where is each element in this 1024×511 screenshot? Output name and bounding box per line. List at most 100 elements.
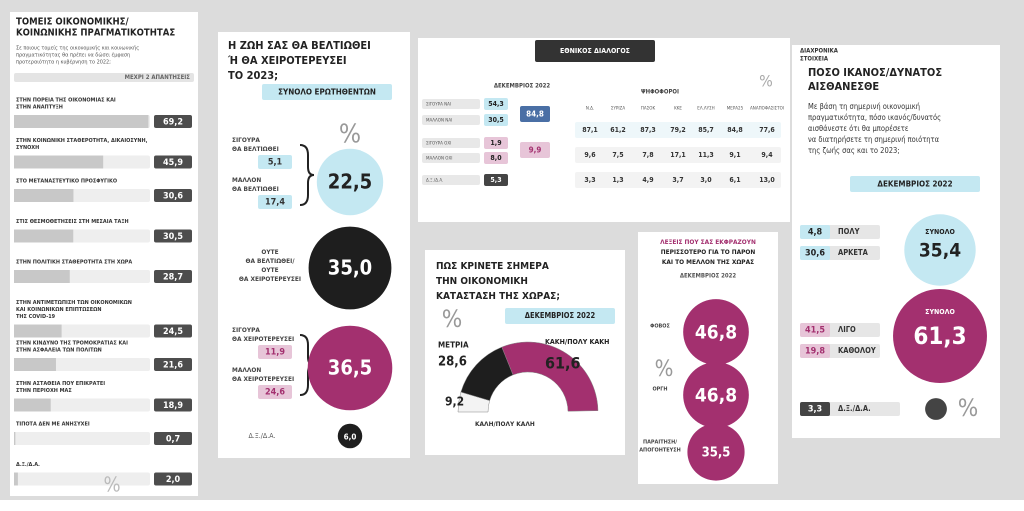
- label-box: [14, 73, 194, 82]
- label: ΠΕΡΙΣΣΟΤΕΡΟ ΓΙΑ ΤΟ ΠΑΡΟΝ: [661, 248, 756, 256]
- label: ΣΤΗΝ ΠΕΡΙΟΧΗ ΜΑΣ: [16, 388, 72, 394]
- label: ΦΟΒΟΣ: [650, 324, 670, 330]
- label-box: [800, 225, 830, 239]
- label-box: [575, 147, 781, 163]
- label: ΣΤΗΝ ΑΣΦΑΛΕΙΑ ΤΩΝ ΠΟΛΙΤΩΝ: [16, 348, 102, 354]
- value-label: 8,0: [490, 154, 502, 162]
- label: ΣΤΟΙΧΕΙΑ: [800, 56, 829, 63]
- value-label: 30,6: [163, 192, 183, 202]
- cell: 3,3: [584, 176, 595, 184]
- label-box: [422, 138, 480, 148]
- label: ΠΩΣ ΚΡΙΝΕΤΕ ΣΗΜΕΡΑ: [436, 261, 549, 272]
- label: ΑΡΚΕΤΑ: [838, 248, 869, 257]
- label-box: [258, 155, 292, 169]
- label: Η ΖΩΗ ΣΑΣ ΘΑ ΒΕΛΤΙΩΘΕΙ: [228, 39, 371, 52]
- value-label: 41,5: [805, 326, 825, 336]
- value-label: 28,6: [438, 355, 467, 370]
- value-label: 18,9: [163, 401, 183, 411]
- label: ΣΤΗΝ ΚΙΝΔΥΝΟ ΤΗΣ ΤΡΟΜΟΚΡΑΤΙΑΣ ΚΑΙ: [16, 341, 128, 347]
- label: ΘΑ ΧΕΙΡΟΤΕΡΕΥΣΕΙ: [232, 335, 294, 343]
- label: ΤΙΠΟΤΑ ΔΕΝ ΜΕ ΑΝΗΣΥΧΕΙ: [16, 422, 90, 428]
- bubble: [683, 299, 749, 365]
- cell: 85,7: [698, 126, 714, 134]
- value-label: 3,3: [808, 405, 822, 415]
- label: ΤΟΜΕΙΣ ΟΙΚΟΝΟΜΙΚΗΣ/: [16, 17, 129, 28]
- label: ΘΑ ΒΕΛΤΙΩΘΕΙ: [232, 145, 279, 153]
- label: ΠΟΛΥ: [838, 227, 860, 236]
- value-label: 19,8: [805, 347, 825, 357]
- label: ΘΑ ΒΕΛΤΙΩΘΕΙ: [232, 185, 279, 193]
- label: ΤΗΣ COVID-19: [16, 314, 56, 320]
- value-label: 46,8: [695, 385, 737, 407]
- label: ΣΤΟ ΜΕΤΑΝΑΣΤΕΥΤΙΚΟ ΠΡΟΣΦΥΓΙΚΟ: [16, 179, 117, 185]
- bar: [14, 115, 149, 128]
- cell: 87,3: [640, 126, 656, 134]
- bubble: [683, 362, 749, 428]
- label: ΣΙΓΟΥΡΑ ΝΑΙ: [426, 102, 451, 108]
- label-box: [800, 323, 830, 337]
- label-box: [262, 84, 392, 100]
- label: ΚΑΙ ΤΟ ΜΕΛΛΟΝ ΤΗΣ ΧΩΡΑΣ: [662, 258, 754, 266]
- label: ΣΙΓΟΥΡΑ: [232, 326, 260, 334]
- label: ΣΤΙΣ ΘΕΣΜΟΘΕΤΗΣΕΙΣ ΣΤΗ ΜΕΣΑΙΑ ΤΑΞΗ: [16, 219, 129, 225]
- label: ΣΤΗΝ ΑΣΤΑΘΕΙΑ ΠΟΥ ΕΠΙΚΡΑΤΕΙ: [16, 381, 105, 387]
- value-label: 46,8: [695, 322, 737, 344]
- value-label: 11,9: [265, 348, 285, 358]
- label: ΣΥΝΟΛΟ: [925, 228, 955, 236]
- label: Με βάση τη σημερινή οικονομική: [808, 102, 920, 111]
- cell: 79,2: [670, 126, 686, 134]
- label: ΜΑΛΛΟΝ ΝΑΙ: [426, 118, 452, 124]
- bar: [14, 189, 74, 202]
- label-box: [535, 40, 655, 62]
- value-label: 22,5: [328, 170, 372, 194]
- value-label: 24,5: [163, 327, 183, 337]
- label: ΔΕΚΕΜΒΡΙΟΣ 2022: [877, 180, 952, 189]
- label-box: [154, 189, 192, 202]
- value-label: 6,0: [344, 433, 357, 442]
- label-box: [422, 99, 480, 109]
- value-label: 54,3: [488, 100, 504, 108]
- label-box: [575, 122, 781, 138]
- label-box: [520, 106, 550, 122]
- brace: [299, 144, 315, 206]
- value-label: 9,2: [445, 395, 464, 409]
- gauge-segment: [501, 341, 599, 412]
- unit: %: [958, 394, 979, 422]
- bar: [14, 270, 70, 283]
- value-label: 35,4: [919, 240, 961, 262]
- value-label: 35,0: [328, 256, 372, 280]
- panel: [10, 12, 198, 496]
- value-label: 2,0: [166, 475, 181, 485]
- label-box: [422, 153, 480, 163]
- cell: 4,9: [642, 176, 653, 184]
- label: ΠΑΡΑΙΤΗΣΗ/: [643, 440, 677, 446]
- label: ΤΗΝ ΟΙΚΟΝΟΜΙΚΗ: [436, 276, 528, 287]
- label: ΠΑΣΟΚ: [641, 106, 656, 112]
- cell: 9,6: [584, 151, 596, 159]
- cell: 61,2: [610, 126, 626, 134]
- label-box: [154, 398, 192, 412]
- value-label: 17,4: [265, 198, 285, 208]
- label: Δ.Ξ./Δ.Α.: [426, 178, 443, 184]
- cell: 17,1: [670, 151, 686, 159]
- value-label: 30,5: [163, 232, 183, 242]
- label-box: [154, 324, 192, 338]
- label-box: [258, 195, 292, 209]
- unit: %: [655, 357, 674, 382]
- cell: 6,1: [729, 176, 740, 184]
- cell: 1,3: [612, 176, 623, 184]
- cell: 84,8: [727, 126, 743, 134]
- bubble: [307, 325, 393, 411]
- label: ΜΕΤΡΙΑ: [438, 341, 469, 350]
- label-box: [422, 175, 480, 185]
- cell: 7,5: [612, 151, 623, 159]
- value-label: 24,6: [265, 388, 285, 398]
- bar: [14, 398, 51, 412]
- label: Σε ποιους τομείς της οικονομικής και κοι…: [16, 45, 139, 52]
- label: 9,9: [529, 146, 542, 155]
- unit: %: [103, 473, 120, 497]
- label: ΔΕΚΕΜΒΡΙΟΣ 2022: [680, 273, 737, 280]
- label: 84,8: [526, 110, 544, 119]
- label: ΨΗΦΟΦΟΡΟΙ: [641, 89, 679, 96]
